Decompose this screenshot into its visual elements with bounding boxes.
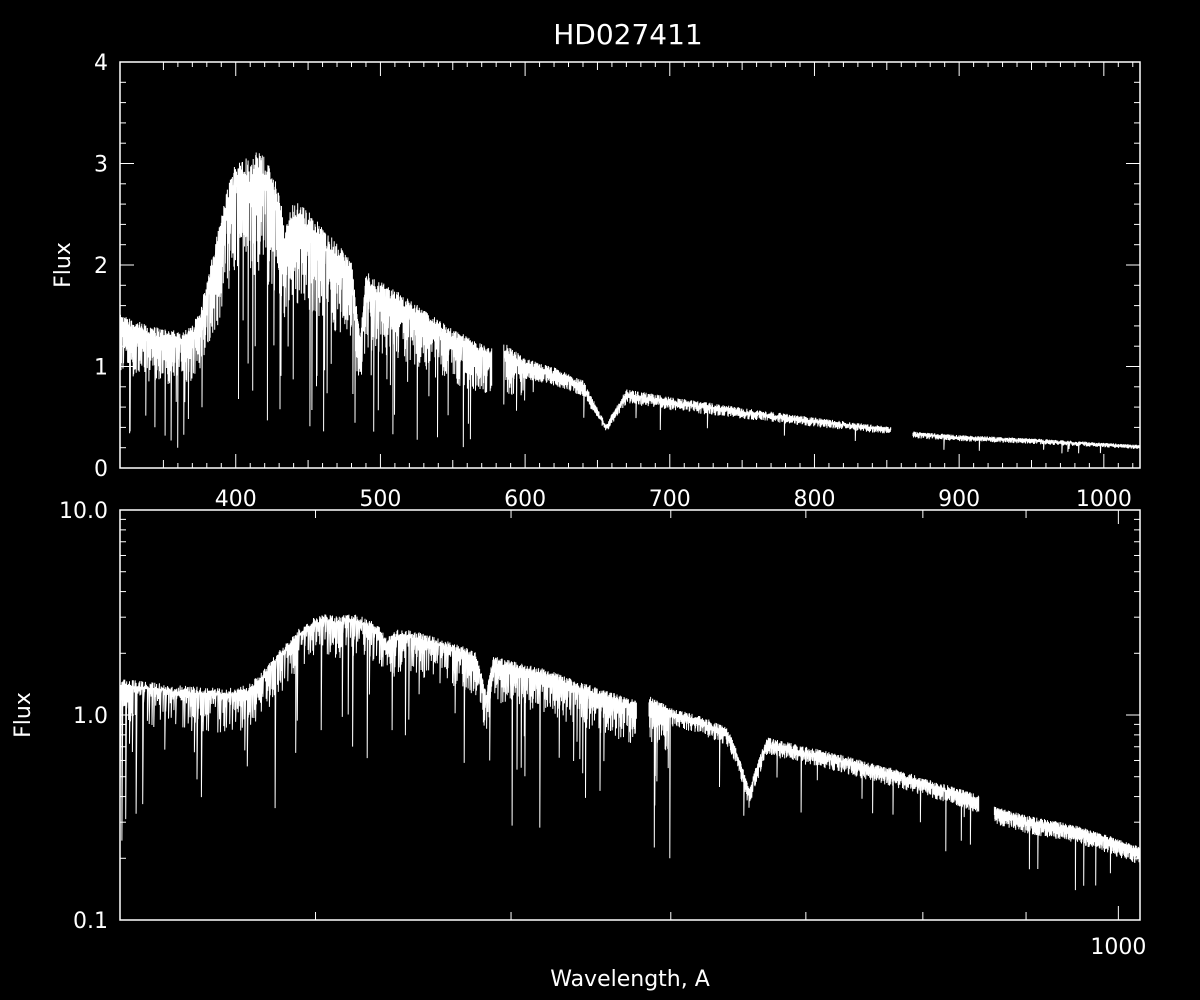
top-y-axis-label: Flux [51, 242, 76, 288]
top-x-tick-labels: 400 500 600 700 800 900 1000 [215, 487, 1132, 512]
bottom-y-tick-label: 1.0 [73, 704, 108, 729]
figure-title: HD027411 [553, 18, 703, 51]
top-x-tick-label: 700 [649, 487, 691, 512]
bottom-ticks [120, 509, 1140, 921]
top-y-tick-label: 2 [94, 254, 108, 279]
top-x-tick-label: 600 [504, 487, 546, 512]
spectrum-line-segment [993, 806, 1141, 891]
top-y-tick-labels: 0 1 2 3 4 [94, 51, 108, 482]
bottom-x-tick-label: 1000 [1090, 935, 1146, 960]
top-x-tick-label: 900 [938, 487, 980, 512]
spectrum-line-segment [503, 344, 892, 442]
top-y-tick-label: 0 [94, 457, 108, 482]
spectrum-line-segment [648, 696, 980, 859]
bottom-y-axis-label: Flux [11, 692, 36, 738]
bottom-series [119, 614, 1141, 891]
bottom-x-axis-label: Wavelength, A [550, 967, 710, 992]
top-x-tick-label: 1000 [1076, 487, 1132, 512]
bottom-y-tick-label: 10.0 [59, 499, 108, 524]
top-ticks [120, 61, 1140, 469]
top-y-tick-label: 4 [94, 51, 108, 76]
spectrum-line-segment [912, 431, 1141, 454]
bottom-y-tick-label: 0.1 [73, 909, 108, 934]
top-x-tick-label: 400 [215, 487, 257, 512]
top-x-tick-label: 500 [359, 487, 401, 512]
bottom-y-tick-labels: 0.1 1.0 10.0 [59, 499, 108, 934]
spectrum-line-segment [119, 152, 493, 448]
top-y-tick-label: 1 [94, 356, 108, 381]
top-panel: 400 500 600 700 800 900 1000 0 1 2 3 4 Flux [51, 51, 1141, 512]
bottom-panel: 1000 0.1 1.0 10.0 Flux Wavelength, A [11, 499, 1146, 992]
spectrum-line-segment [119, 614, 637, 841]
top-x-tick-label: 800 [793, 487, 835, 512]
top-series [119, 152, 1141, 454]
bottom-x-tick-labels: 1000 [1090, 935, 1146, 960]
top-y-tick-label: 3 [94, 153, 108, 178]
